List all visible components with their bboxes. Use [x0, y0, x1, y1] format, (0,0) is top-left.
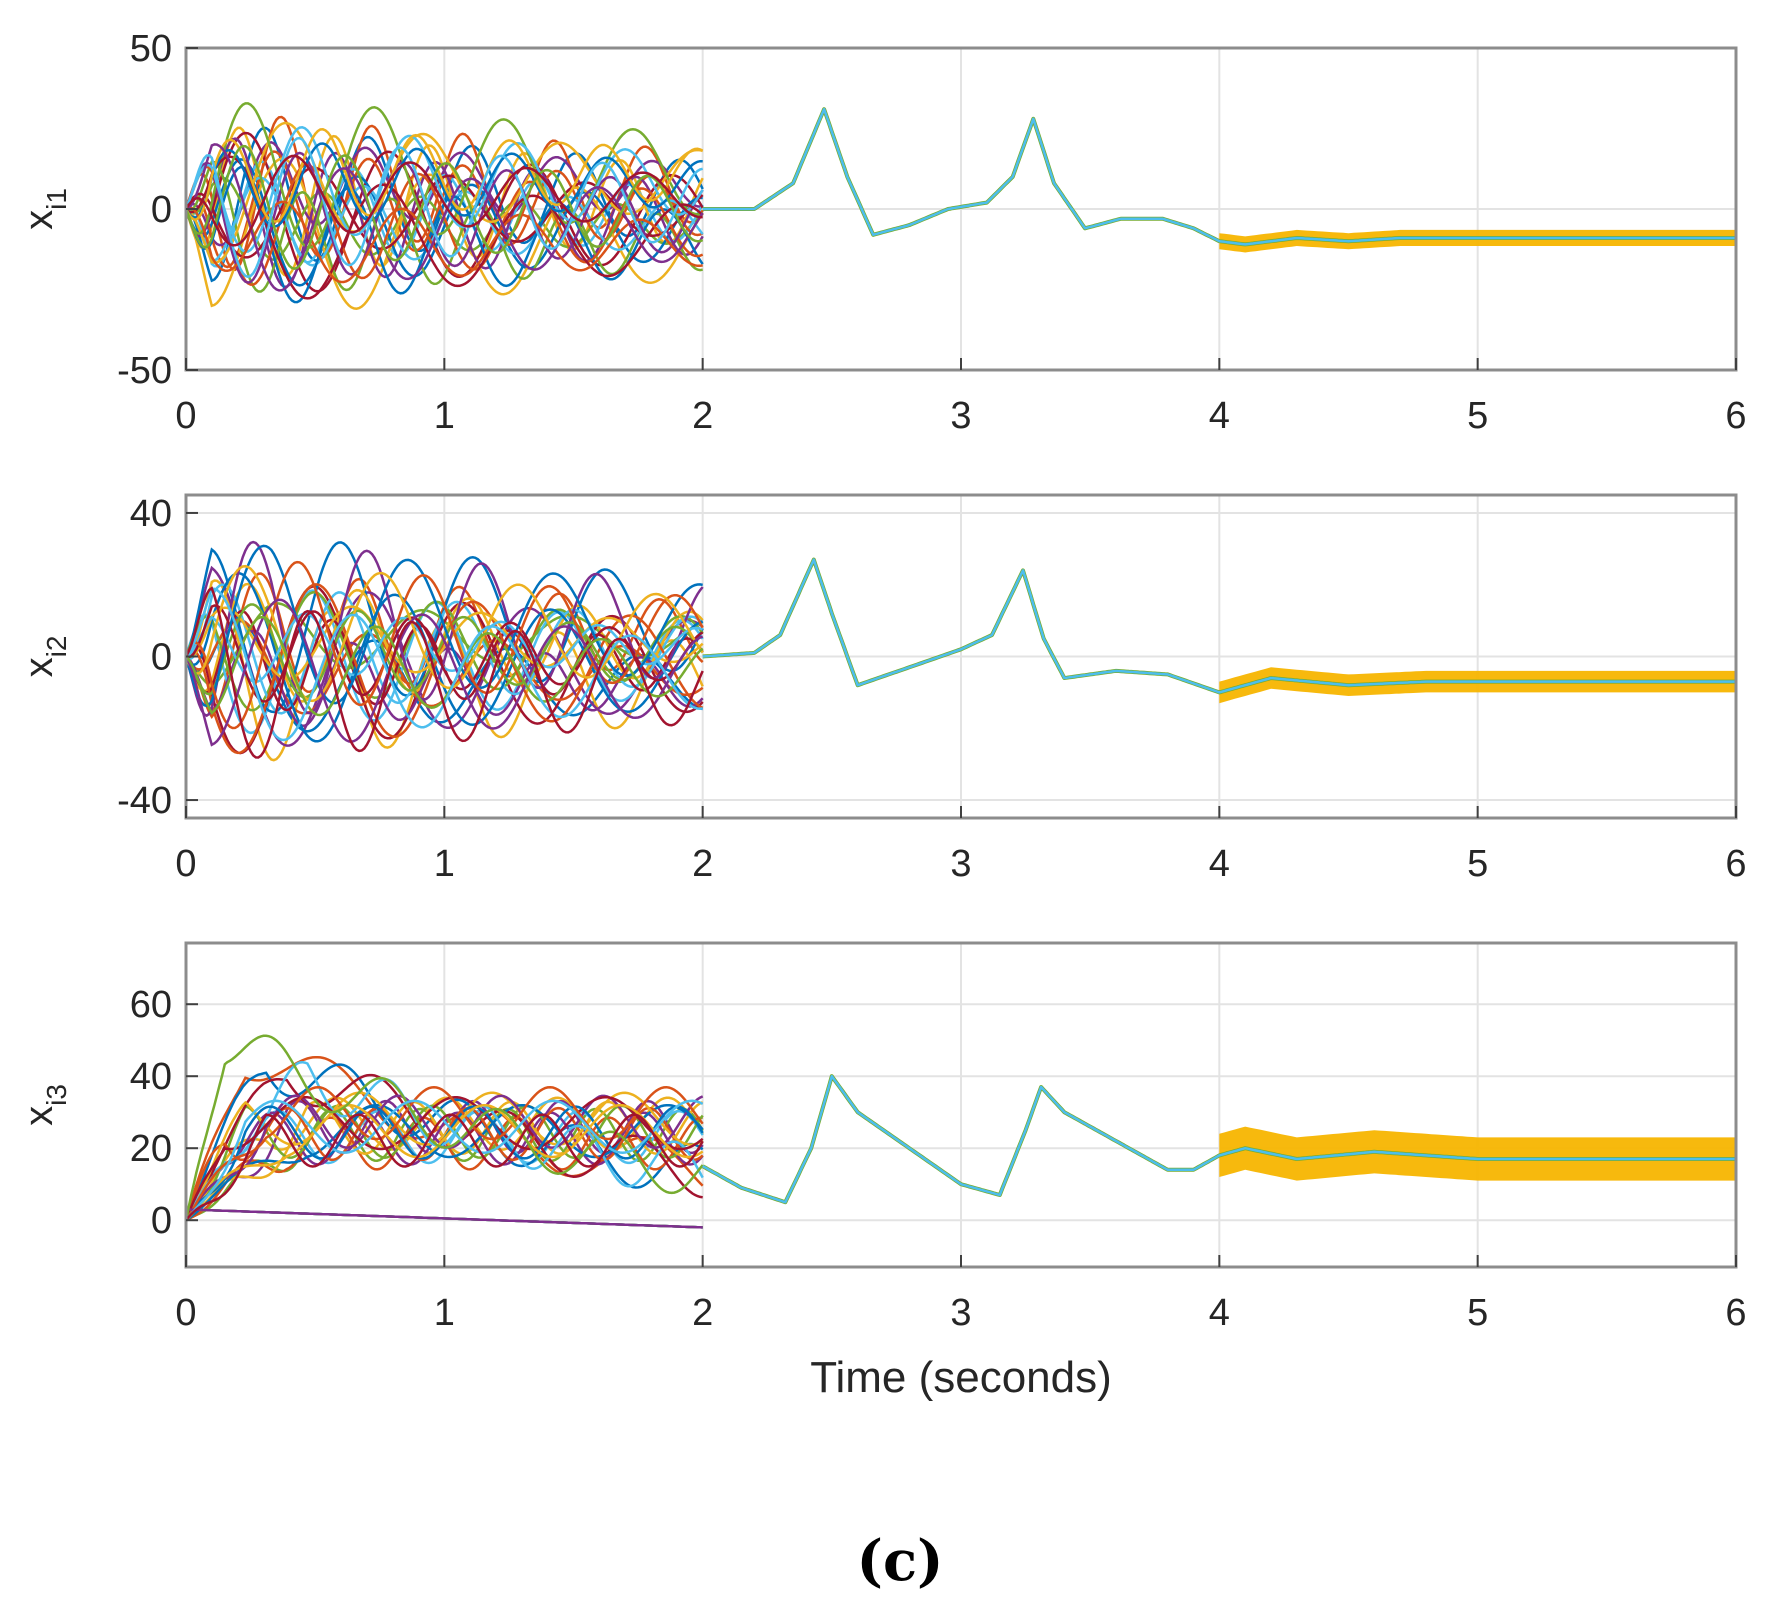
x-axis-label: Time (seconds)	[810, 1353, 1112, 1402]
x-tick-label: 5	[1467, 395, 1488, 437]
y-tick-label: 0	[151, 189, 172, 231]
agent-trajectory	[186, 1063, 704, 1221]
series-group	[186, 102, 1736, 310]
x-tick-label: 3	[950, 1292, 971, 1334]
uncertainty-band	[1219, 1126, 1736, 1181]
y-tick-label: 40	[130, 1056, 172, 1098]
y-tick-label: 20	[130, 1128, 172, 1170]
x-tick-label: 0	[175, 1292, 196, 1334]
agent-trajectory	[186, 586, 704, 759]
y-tick-label: 50	[130, 28, 172, 70]
x-tick-label: 0	[175, 395, 196, 437]
agent-trajectory	[186, 136, 703, 279]
agent-trajectory	[186, 1085, 704, 1221]
agent-trajectory	[186, 572, 704, 743]
consensus-line-cyan	[702, 107, 1736, 246]
y-tick-label: 0	[151, 637, 172, 679]
agent-trajectory	[186, 1103, 704, 1222]
x-tick-label: 4	[1209, 843, 1230, 885]
x-tick-label: 6	[1725, 843, 1746, 885]
agent-trajectory	[186, 121, 704, 264]
agent-trajectory	[186, 541, 704, 714]
y-tick-label: 0	[151, 1200, 172, 1242]
x-tick-label: 1	[434, 843, 455, 885]
agent-trajectory	[186, 102, 704, 249]
x-tick-label: 2	[692, 395, 713, 437]
x-tick-label: 3	[950, 395, 971, 437]
agent-trajectory	[186, 604, 704, 703]
agent-trajectory	[186, 544, 703, 708]
agent-trajectory	[186, 143, 704, 292]
x-tick-label: 6	[1725, 395, 1746, 437]
x-tick-label: 2	[692, 1292, 713, 1334]
agent-trajectory	[186, 1113, 704, 1222]
agent-trajectory	[186, 1099, 704, 1221]
agent-trajectory	[186, 1103, 704, 1222]
agent-trajectory	[186, 598, 704, 747]
y-tick-label: -40	[117, 780, 172, 822]
consensus-line-cyan	[702, 1074, 1736, 1204]
x-tick-label: 4	[1209, 1292, 1230, 1334]
agent-trajectory	[186, 1104, 704, 1222]
y-tick-label: 60	[130, 984, 172, 1026]
agent-trajectory	[186, 155, 704, 300]
x-tick-label: 3	[950, 843, 971, 885]
agent-trajectory	[186, 142, 703, 228]
agent-trajectory	[186, 1095, 704, 1221]
x-tick-label: 1	[434, 1292, 455, 1334]
uncertainty-band	[1219, 667, 1736, 704]
y-axis-label: xi2	[17, 636, 72, 678]
consensus-line-cyan	[702, 558, 1736, 694]
series-group	[186, 540, 1736, 762]
x-tick-label: 1	[434, 395, 455, 437]
agent-trajectory	[186, 605, 704, 681]
x-tick-label: 6	[1725, 1292, 1746, 1334]
figure-caption: (c)	[856, 1528, 943, 1594]
agent-trajectory	[186, 540, 704, 718]
agent-trajectory	[186, 144, 704, 271]
x-tick-label: 2	[692, 843, 713, 885]
y-tick-label: 40	[130, 493, 172, 535]
agent-trajectory	[186, 1060, 704, 1221]
x-tick-label: 0	[175, 843, 196, 885]
x-tick-label: 5	[1467, 1292, 1488, 1334]
uncertainty-band	[1219, 229, 1736, 253]
y-axis-label: xi3	[17, 1084, 72, 1126]
series-group	[186, 1034, 1736, 1229]
agent-trajectory	[186, 1208, 703, 1229]
y-axis-label: xi1	[17, 188, 72, 230]
agent-trajectory	[186, 583, 704, 715]
agent-trajectory	[186, 154, 703, 247]
x-tick-label: 4	[1209, 395, 1230, 437]
x-tick-label: 5	[1467, 843, 1488, 885]
agent-trajectory	[186, 615, 704, 717]
y-tick-label: -50	[117, 350, 172, 392]
